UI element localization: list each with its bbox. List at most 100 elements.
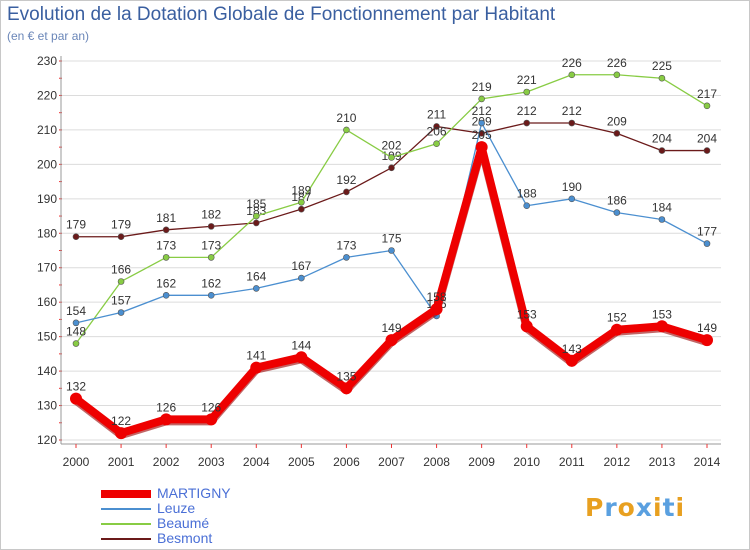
data-label: 204 [697,132,717,146]
data-label: 206 [427,125,447,139]
x-tick-label: 2013 [649,455,676,469]
x-tick-label: 2010 [513,455,540,469]
data-label: 175 [381,232,401,246]
data-point [703,147,711,154]
data-point [388,247,395,254]
y-tick-label: 140 [37,364,57,378]
data-point [613,209,621,216]
data-label: 167 [291,259,311,273]
data-label: 179 [111,218,131,232]
data-point [252,285,260,292]
chart-subtitle: (en € et par an) [7,29,90,43]
y-tick-label: 210 [37,123,57,137]
data-label: 179 [66,218,86,232]
data-label: 190 [562,180,582,194]
logo-letter: o [617,493,636,522]
legend-swatch [101,523,151,525]
data-point [523,119,531,127]
data-label: 182 [201,207,221,221]
data-point [115,427,128,440]
data-label: 153 [652,307,672,321]
data-label: 204 [652,132,672,146]
y-tick-label: 120 [37,433,57,447]
y-tick-label: 230 [37,54,57,68]
data-label: 162 [156,276,176,290]
y-tick-label: 170 [37,261,57,275]
data-point [117,309,125,316]
chart-title: Evolution de la Dotation Globale de Fonc… [7,4,556,25]
data-point [207,291,215,299]
x-tick-label: 2003 [198,455,225,469]
data-point [70,392,82,405]
data-label: 188 [517,187,537,201]
y-tick-label: 220 [37,88,57,102]
data-label: 186 [607,194,627,208]
data-label: 122 [111,414,131,428]
y-tick-label: 130 [37,399,57,413]
data-label: 149 [697,321,717,335]
y-tick-label: 160 [37,295,57,309]
logo-letter: x [635,493,653,522]
legend-label: MARTIGNY [157,485,231,501]
data-point [298,274,305,282]
data-point [72,340,80,347]
data-point [478,119,485,127]
data-label: 189 [291,183,311,197]
data-point [433,123,440,130]
data-label: 185 [246,197,266,211]
x-tick-label: 2009 [468,455,495,469]
data-label: 219 [472,80,492,94]
x-tick-label: 2012 [604,455,631,469]
data-label: 212 [517,104,537,118]
data-point [655,320,668,333]
logo-letter: t [662,493,676,522]
data-point [523,88,531,96]
legend-swatch [101,490,151,498]
data-label: 143 [562,342,582,356]
x-tick-label: 2000 [63,455,90,469]
data-label: 144 [291,338,311,352]
data-point [430,303,443,316]
data-point [252,219,260,227]
data-label: 153 [517,307,537,321]
data-point [385,334,398,347]
data-label: 225 [652,59,672,73]
data-label: 177 [697,225,717,239]
data-label: 181 [156,211,176,225]
data-point [298,198,305,206]
data-point [250,361,263,374]
data-point [117,233,125,241]
data-point [207,254,215,261]
data-label: 217 [697,87,717,101]
data-label: 162 [201,276,221,290]
data-label: 148 [66,325,86,339]
data-point [162,226,170,234]
data-label: 126 [201,400,221,414]
data-label: 158 [427,290,447,304]
x-tick-label: 2001 [108,455,135,469]
data-point [658,147,666,154]
x-tick-label: 2014 [694,455,721,469]
data-label: 184 [652,200,672,214]
y-tick-label: 180 [37,226,57,240]
data-label: 141 [246,349,266,363]
x-tick-label: 2006 [333,455,360,469]
x-tick-label: 2005 [288,455,315,469]
data-label: 211 [427,107,446,121]
data-point [343,254,350,261]
data-point [433,140,440,147]
data-point [388,154,395,161]
data-label: 205 [472,128,492,142]
data-point [295,351,308,364]
data-point [160,413,173,426]
x-tick-label: 2008 [423,455,450,469]
data-point [117,278,125,285]
data-point [701,334,713,347]
data-label: 226 [562,56,582,70]
data-label: 154 [66,304,86,318]
data-point [568,195,576,203]
data-label: 152 [607,311,627,325]
y-tick-label: 150 [37,330,57,344]
logo-letter: i [675,493,686,522]
x-tick-label: 2007 [378,455,405,469]
